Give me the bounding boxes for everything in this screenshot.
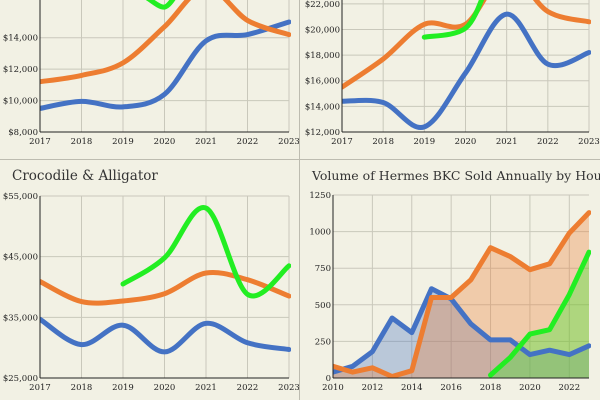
x-tick-label: 2010 xyxy=(322,383,344,393)
x-tick-label: 2016 xyxy=(440,383,462,393)
y-tick-label: 1250 xyxy=(309,191,331,201)
chart-panel-crocodile: Crocodile & Alligator $25,000 $35,000 $45,… xyxy=(0,160,300,400)
x-tick-label: 2019 xyxy=(414,137,436,147)
plot-area xyxy=(40,0,291,111)
y-tick-label: $14,000 xyxy=(3,34,38,44)
chart-top-right-svg: $12,000 $14,000 $16,000 $18,000 $20,000 $22,0… xyxy=(305,0,600,147)
chart-title: Crocodile & Alligator xyxy=(12,168,158,184)
x-tick-label: 2020 xyxy=(154,137,176,147)
series-line-blue xyxy=(40,316,291,355)
chart-panel-top-left: $8,000 $10,000 $12,000 $14,000 2017 2018 2019 2… xyxy=(0,0,300,160)
x-tick-label: 2023 xyxy=(278,137,300,147)
plot-area xyxy=(40,205,291,355)
x-tick-label: 2021 xyxy=(195,137,217,147)
y-tick-label: 750 xyxy=(315,264,331,274)
x-tick-label: 2019 xyxy=(112,137,134,147)
y-tick-label: $22,000 xyxy=(305,0,340,10)
chart-panel-volume: Volume of Hermes BKC Sold Annually by Ho… xyxy=(300,160,600,400)
y-tick-label: $14,000 xyxy=(305,102,340,112)
series-line-green xyxy=(421,0,485,40)
x-tick-label: 2022 xyxy=(558,383,580,393)
divider-vertical xyxy=(299,0,300,400)
series-line-orange xyxy=(333,210,591,378)
x-tick-label: 2018 xyxy=(372,137,394,147)
series-area-green xyxy=(490,252,589,378)
series-area-blue xyxy=(333,288,589,378)
x-tick-label: 2022 xyxy=(237,137,259,147)
x-tick-label: 2014 xyxy=(401,383,423,393)
x-tick-label: 2020 xyxy=(154,383,176,393)
y-tick-label: $20,000 xyxy=(305,25,340,35)
y-tick-label: 250 xyxy=(315,337,331,347)
x-tick-label: 2018 xyxy=(71,137,93,147)
y-tick-label: 0 xyxy=(326,374,331,384)
x-tick-label: 2012 xyxy=(362,383,384,393)
x-tick-label: 2017 xyxy=(29,137,51,147)
series-line-blue xyxy=(40,19,291,111)
series-line-orange xyxy=(342,0,591,90)
chart-top-left-svg: $8,000 $10,000 $12,000 $14,000 2017 2018 2019 2… xyxy=(3,0,300,147)
x-tick-label: 2023 xyxy=(278,383,300,393)
x-tick-label: 2022 xyxy=(237,383,259,393)
plot-area xyxy=(333,210,591,378)
series-line-green xyxy=(146,0,176,10)
x-tick-label: 2020 xyxy=(455,137,477,147)
series-line-green xyxy=(120,205,291,299)
y-tick-label: $12,000 xyxy=(305,128,340,138)
series-line-orange xyxy=(40,0,291,85)
y-tick-label: $8,000 xyxy=(8,128,38,138)
chart-volume-svg: 0 250 500 750 1000 1250 2010 2012 2014 2016 2018 20… xyxy=(309,191,591,393)
plot-area xyxy=(342,0,591,130)
x-tick-label: 2019 xyxy=(112,383,134,393)
y-tick-label: $18,000 xyxy=(305,51,340,61)
x-tick-label: 2017 xyxy=(29,383,51,393)
series-line-blue xyxy=(342,11,591,130)
y-tick-label: $10,000 xyxy=(3,97,38,107)
chart-panel-top-right: $12,000 $14,000 $16,000 $18,000 $20,000 $22,0… xyxy=(300,0,600,160)
x-tick-label: 2021 xyxy=(195,383,217,393)
x-tick-label: 2018 xyxy=(71,383,93,393)
series-line-orange xyxy=(40,269,291,306)
x-tick-label: 2022 xyxy=(537,137,559,147)
y-tick-label: 1000 xyxy=(309,228,331,238)
x-tick-label: 2018 xyxy=(480,383,502,393)
x-tick-label: 2017 xyxy=(331,137,353,147)
y-tick-label: $12,000 xyxy=(3,65,38,75)
chart-title: Volume of Hermes BKC Sold Annually by Ho… xyxy=(312,168,600,183)
chart-crocodile-svg: $25,000 $35,000 $45,000 $55,000 2017 2018 2019… xyxy=(3,192,300,393)
y-tick-label: $45,000 xyxy=(3,253,38,263)
y-tick-label: $16,000 xyxy=(305,77,340,87)
x-tick-label: 2020 xyxy=(519,383,541,393)
y-tick-label: $25,000 xyxy=(3,374,38,384)
y-tick-label: $55,000 xyxy=(3,192,38,202)
y-tick-label: $35,000 xyxy=(3,313,38,323)
y-tick-label: 500 xyxy=(315,301,331,311)
x-tick-label: 2023 xyxy=(578,137,600,147)
series-line-blue xyxy=(333,286,591,375)
divider-horizontal xyxy=(0,159,600,160)
series-line-green xyxy=(488,249,591,378)
x-tick-label: 2021 xyxy=(496,137,518,147)
